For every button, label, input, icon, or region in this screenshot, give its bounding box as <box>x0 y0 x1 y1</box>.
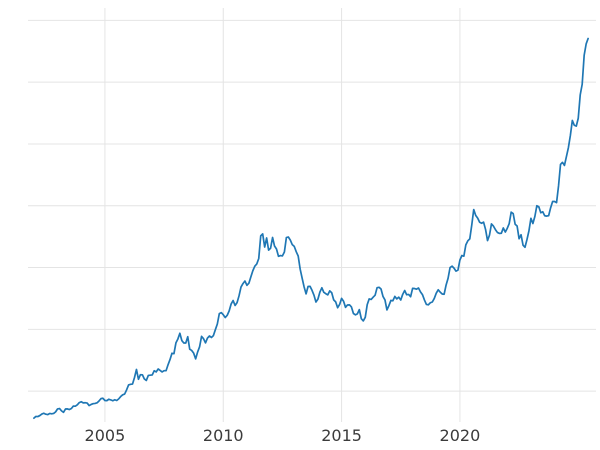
x-tick-label-2010: 2010 <box>202 426 244 445</box>
x-tick-label-2020: 2020 <box>439 426 481 445</box>
price-line-series <box>33 37 589 420</box>
x-tick-label-2005: 2005 <box>84 426 126 445</box>
x-tick-label-2015: 2015 <box>321 426 362 445</box>
